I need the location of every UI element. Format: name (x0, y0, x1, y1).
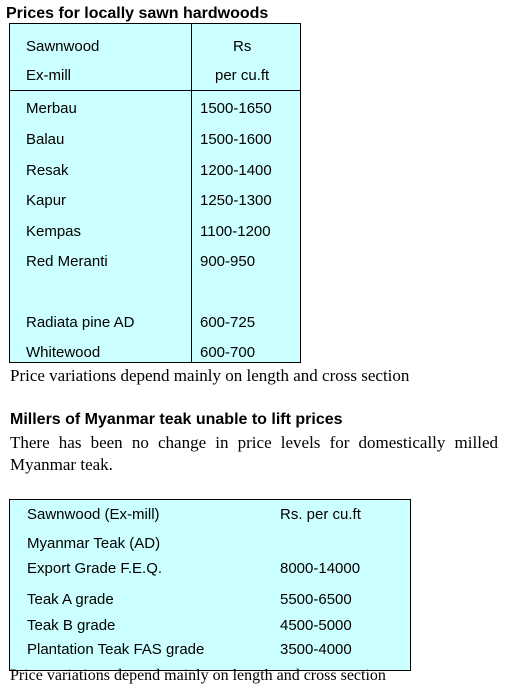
section2-title: Millers of Myanmar teak unable to lift p… (10, 411, 343, 428)
table-row-name: Whitewood (26, 344, 101, 361)
subheader-myanmar-teak: Myanmar Teak (AD) (27, 535, 161, 552)
section2-note: Price variations depend mainly on length… (10, 667, 386, 684)
table-row-price: 4500-5000 (280, 617, 352, 634)
table-row-name: Resak (26, 162, 69, 179)
table-row-price: 900-950 (200, 253, 256, 270)
table-row-price: 1250-1300 (200, 192, 272, 209)
table-row-name: Kempas (26, 223, 82, 240)
table-row-name: Merbau (26, 100, 77, 117)
section2-paragraph: There has been no change in price levels… (10, 433, 498, 474)
table-row-price: 1500-1650 (200, 100, 272, 117)
myanmar-teak-price-table: Sawnwood (Ex-mill) Rs. per cu.ft Myanmar… (9, 499, 411, 671)
header-sawnwood: Sawnwood (26, 38, 100, 55)
section1-title: Prices for locally sawn hardwoods (6, 5, 269, 22)
header-divider (10, 90, 300, 91)
table-row-name: Export Grade F.E.Q. (27, 560, 163, 577)
table-row-price: 1500-1600 (200, 131, 272, 148)
header-rs-per-cuft: Rs. per cu.ft (280, 506, 361, 523)
table-row-name: Teak B grade (27, 617, 116, 634)
column-divider (191, 24, 192, 362)
table-row-price: 3500-4000 (280, 641, 352, 658)
table-row-price: 1200-1400 (200, 162, 272, 179)
table-row-name: Radiata pine AD (26, 314, 135, 331)
header-rs: Rs (233, 38, 252, 55)
hardwood-price-table: Sawnwood Ex-mill Rs per cu.ft Merbau 150… (9, 23, 301, 363)
table-row-price: 8000-14000 (280, 560, 361, 577)
table-row-price: 600-725 (200, 314, 256, 331)
table-row-name: Red Meranti (26, 253, 108, 270)
table-row-name: Balau (26, 131, 65, 148)
table-row-price: 1100-1200 (200, 223, 271, 240)
table-row-name: Teak A grade (27, 591, 114, 608)
table-row-price: 5500-6500 (280, 591, 352, 608)
table-row-name: Kapur (26, 192, 67, 209)
table-row-price: 600-700 (200, 344, 256, 361)
table-row-name: Plantation Teak FAS grade (27, 641, 205, 658)
header-per-cuft: per cu.ft (215, 67, 270, 84)
header-ex-mill: Ex-mill (26, 67, 71, 84)
header-sawnwood-ex-mill: Sawnwood (Ex-mill) (27, 506, 160, 523)
section1-note: Price variations depend mainly on length… (10, 366, 410, 385)
